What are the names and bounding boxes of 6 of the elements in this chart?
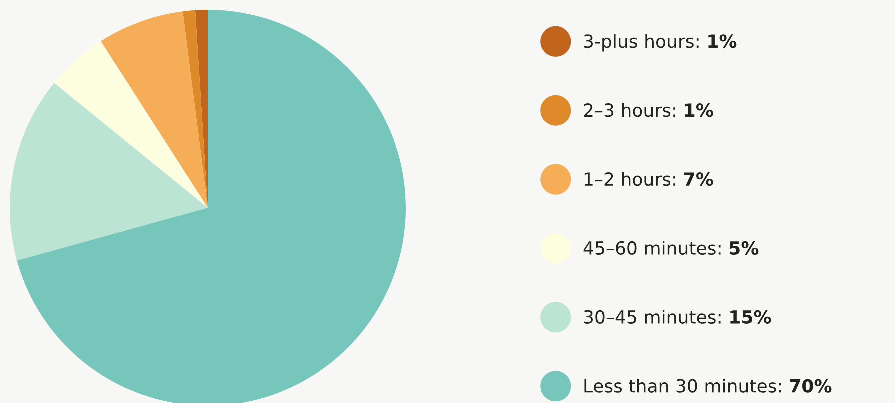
legend-label: Less than 30 minutes: 70%	[584, 378, 832, 393]
legend-label: 1–2 hours: 7%	[584, 172, 714, 186]
legend-label: 45–60 minutes: 5%	[584, 241, 759, 256]
legend-label: 2–3 hours: 1%	[584, 103, 714, 118]
legend-label: 30–45 minutes: 15%	[584, 310, 772, 324]
legend-label: 3-plus hours: 1%	[584, 34, 737, 52]
